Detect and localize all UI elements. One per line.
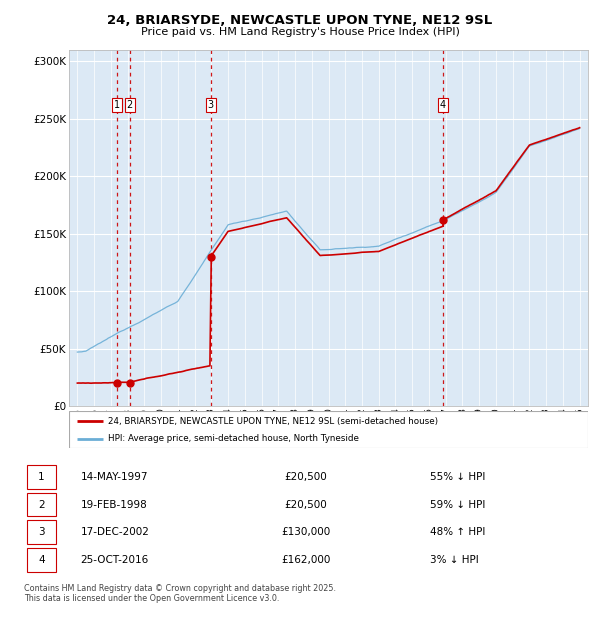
Text: 19-FEB-1998: 19-FEB-1998 [80, 500, 147, 510]
Text: £162,000: £162,000 [281, 555, 331, 565]
Text: 2: 2 [38, 500, 45, 510]
Text: £130,000: £130,000 [281, 527, 331, 537]
Text: £20,500: £20,500 [284, 500, 328, 510]
Text: 4: 4 [440, 100, 446, 110]
Text: 59% ↓ HPI: 59% ↓ HPI [430, 500, 485, 510]
Text: 24, BRIARSYDE, NEWCASTLE UPON TYNE, NE12 9SL: 24, BRIARSYDE, NEWCASTLE UPON TYNE, NE12… [107, 14, 493, 27]
Text: 4: 4 [38, 555, 45, 565]
Text: 1: 1 [114, 100, 120, 110]
Text: 48% ↑ HPI: 48% ↑ HPI [430, 527, 485, 537]
Text: Contains HM Land Registry data © Crown copyright and database right 2025.
This d: Contains HM Land Registry data © Crown c… [24, 584, 336, 603]
Bar [27, 465, 56, 489]
Bar [27, 547, 56, 572]
Text: 2: 2 [127, 100, 133, 110]
Text: 14-MAY-1997: 14-MAY-1997 [80, 472, 148, 482]
Text: 1: 1 [38, 472, 45, 482]
Text: 3: 3 [208, 100, 214, 110]
Text: HPI: Average price, semi-detached house, North Tyneside: HPI: Average price, semi-detached house,… [108, 435, 359, 443]
Text: 3% ↓ HPI: 3% ↓ HPI [430, 555, 479, 565]
Bar [27, 520, 56, 544]
Text: £20,500: £20,500 [284, 472, 328, 482]
Text: 55% ↓ HPI: 55% ↓ HPI [430, 472, 485, 482]
Text: 17-DEC-2002: 17-DEC-2002 [80, 527, 149, 537]
Bar [27, 493, 56, 516]
Text: 24, BRIARSYDE, NEWCASTLE UPON TYNE, NE12 9SL (semi-detached house): 24, BRIARSYDE, NEWCASTLE UPON TYNE, NE12… [108, 417, 438, 426]
Text: Price paid vs. HM Land Registry's House Price Index (HPI): Price paid vs. HM Land Registry's House … [140, 27, 460, 37]
Text: 3: 3 [38, 527, 45, 537]
Text: 25-OCT-2016: 25-OCT-2016 [80, 555, 149, 565]
